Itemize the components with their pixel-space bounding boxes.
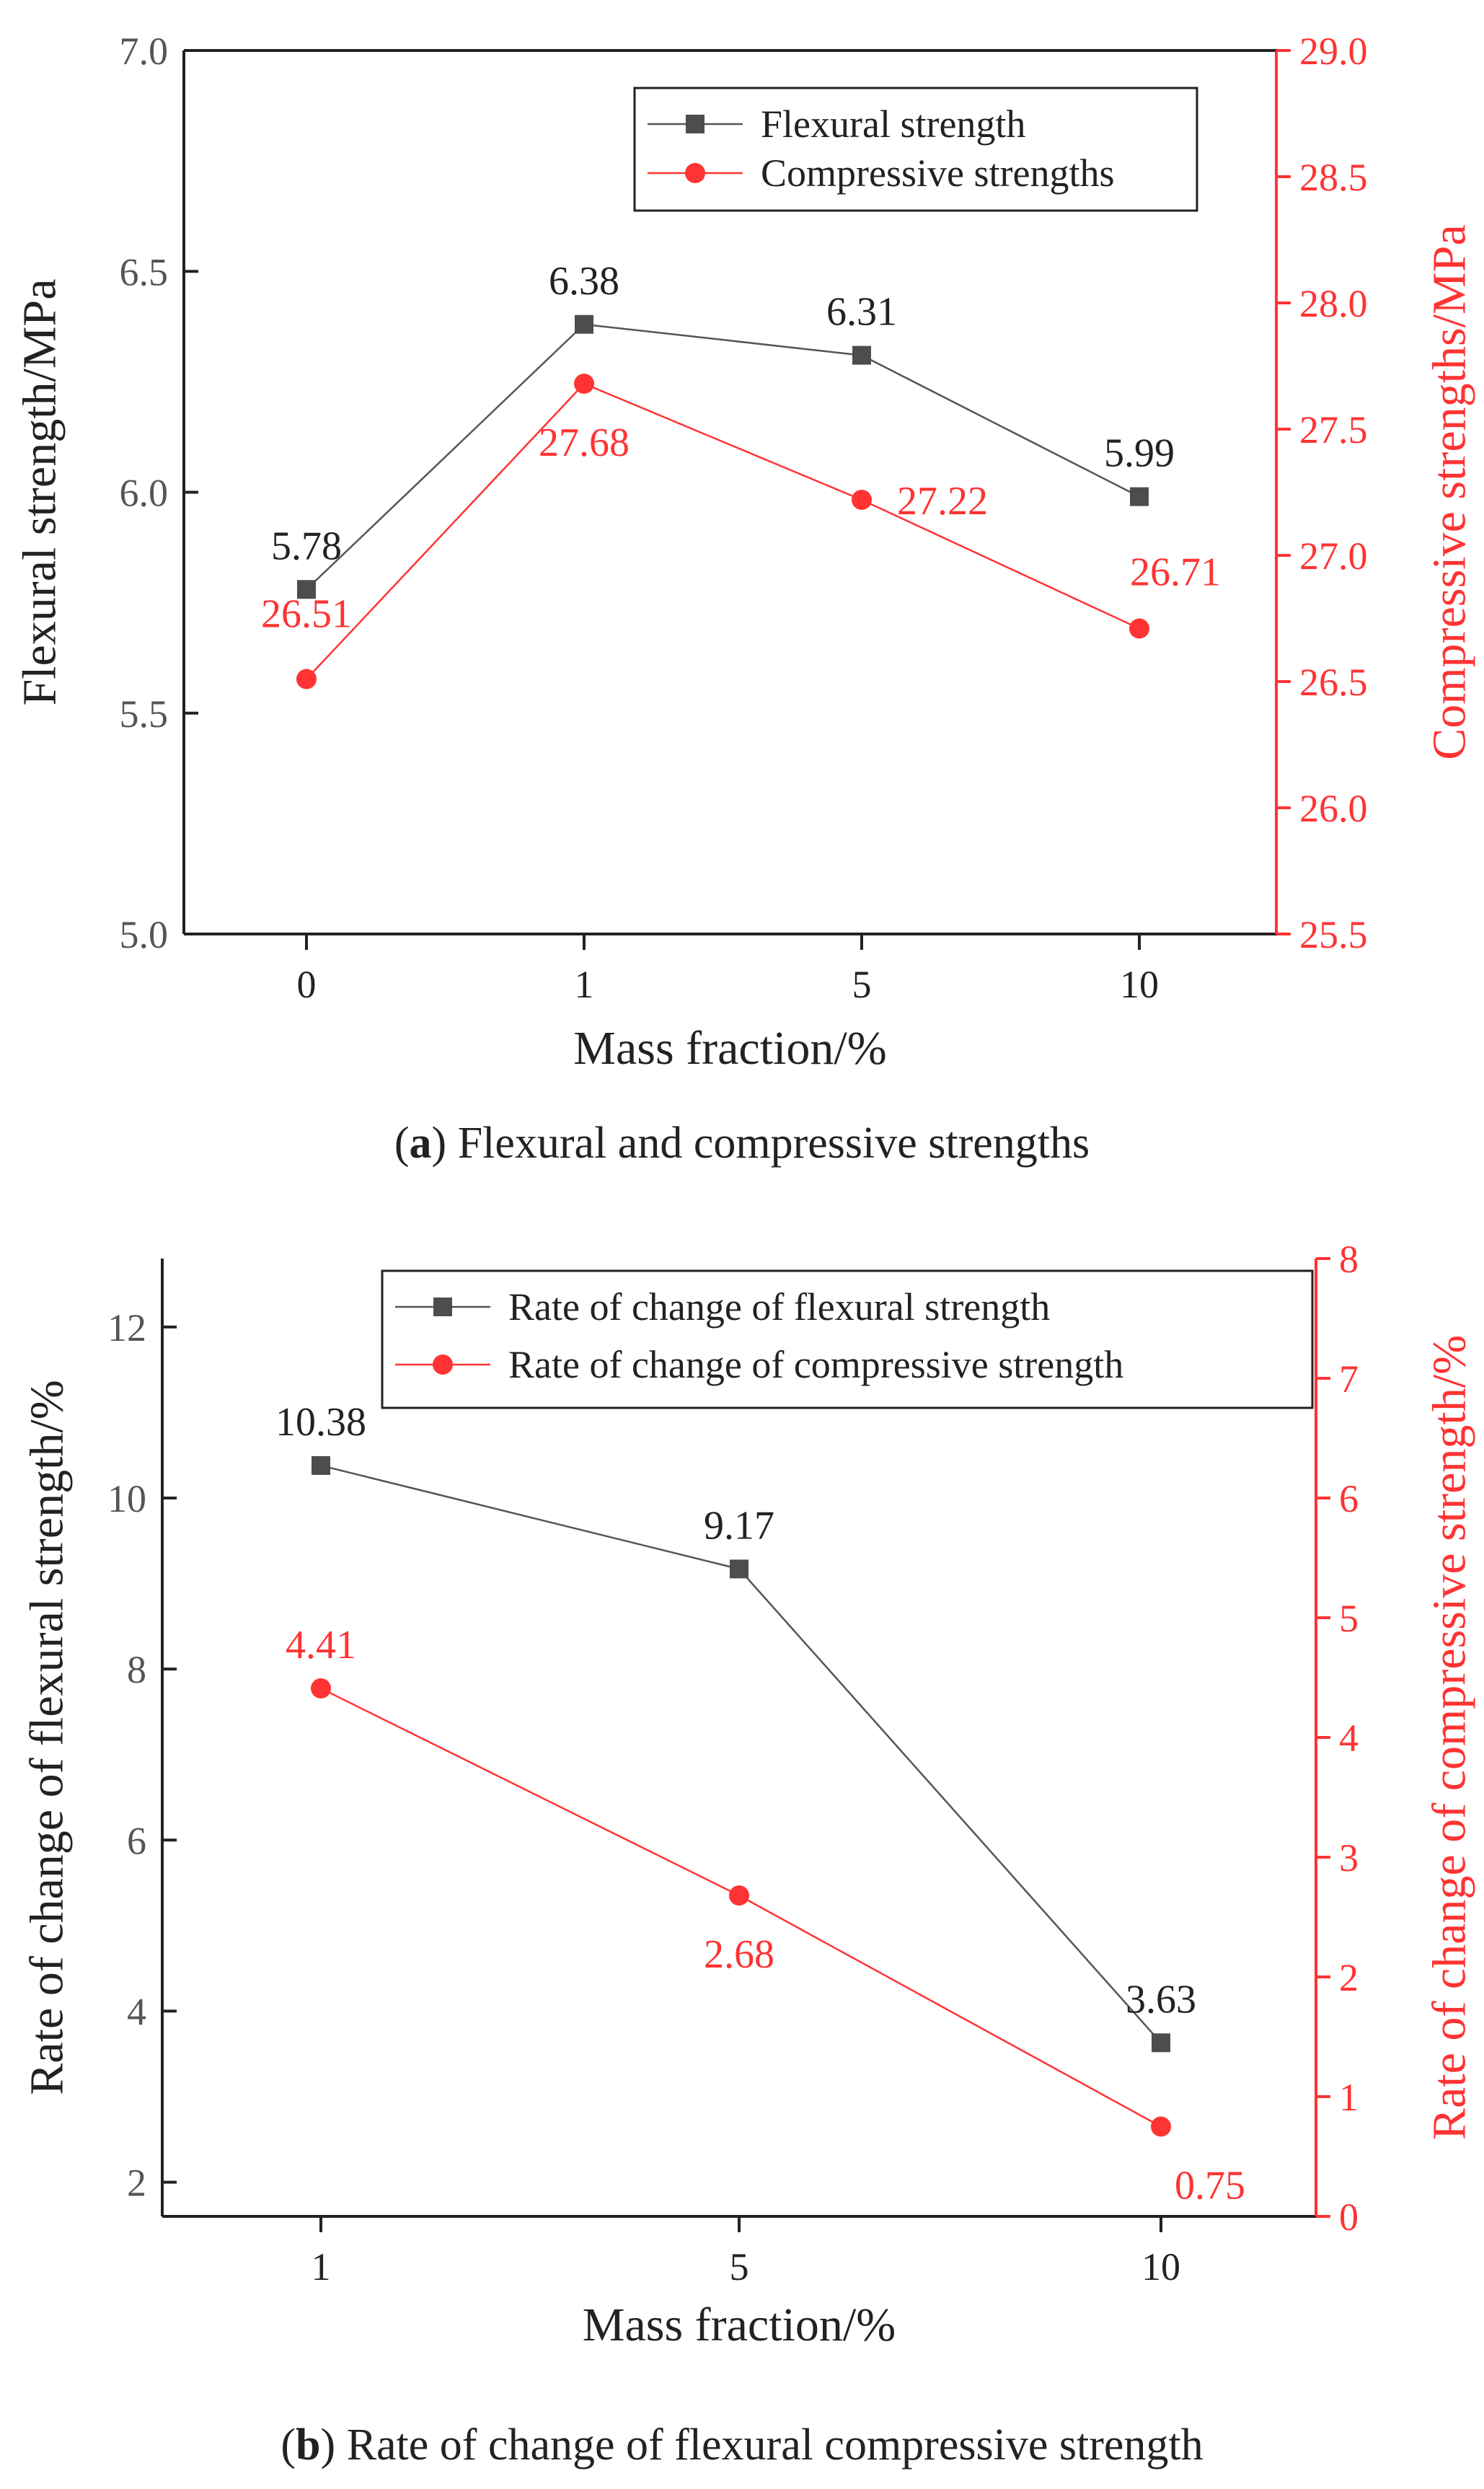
chart-b-series-2-data-label: 0.75 <box>1175 2164 1245 2208</box>
chart-a-legend-circle-marker <box>685 163 705 183</box>
chart-b-series-1-data-label: 10.38 <box>275 1400 366 1445</box>
chart-a-series-2-point <box>574 374 594 394</box>
chart-a-right-tick-label: 28.0 <box>1299 282 1368 325</box>
chart-a-series-1-data-label: 6.31 <box>826 290 897 335</box>
chart-b-series-1-point <box>1152 2033 1170 2053</box>
chart-a-right-tick-label: 27.0 <box>1299 534 1368 578</box>
chart-b-series-2-data-label: 4.41 <box>286 1623 356 1668</box>
chart-a-series-2-point <box>1129 618 1149 639</box>
chart-b-right-tick-label: 5 <box>1339 1597 1359 1640</box>
chart-a-series-2-point <box>296 669 317 690</box>
chart-a-series-2-data-label: 26.51 <box>261 592 352 637</box>
caption-b-label: b <box>296 2420 321 2470</box>
chart-b-left-tick-label: 12 <box>107 1306 146 1349</box>
chart-b-right-tick-label: 6 <box>1339 1477 1359 1520</box>
chart-b-series-2-point <box>1151 2116 1171 2137</box>
chart-a-series-2-data-label: 27.22 <box>897 479 988 524</box>
chart-a-left-tick-label: 5.0 <box>120 913 169 956</box>
chart-a-right-tick-label: 26.5 <box>1299 661 1368 704</box>
chart-a-x-tick-label: 1 <box>575 963 594 1006</box>
caption-a: (a) Flexural and compressive strengths <box>394 1119 1090 1168</box>
caption-a-label: a <box>409 1119 432 1168</box>
chart-a-left-tick-label: 6.5 <box>120 250 169 294</box>
chart-a-series-2-line <box>306 382 1140 680</box>
chart-a-legend-label: Flexural strength <box>761 102 1025 146</box>
chart-b-right-tick-label: 4 <box>1339 1717 1359 1760</box>
chart-b-y-axis-title: Rate of change of flexural strength/% <box>21 1380 74 2094</box>
chart-a-right-tick-label: 27.5 <box>1299 408 1368 451</box>
chart-a-series-1-line <box>306 323 1140 591</box>
chart-a-y2-axis-title: Compressive strengths/MPa <box>1423 224 1476 759</box>
chart-b-series-2-point <box>729 1885 749 1906</box>
chart-a-right-tick-label: 29.0 <box>1299 30 1368 73</box>
chart-a-series-2-data-label: 26.71 <box>1130 550 1221 595</box>
chart-b-right-tick-label: 0 <box>1339 2195 1359 2239</box>
chart-b-series-1-data-label: 9.17 <box>704 1503 774 1548</box>
chart-a-series-1-data-label: 5.99 <box>1104 431 1175 476</box>
chart-b-series-1-point <box>312 1455 330 1475</box>
chart-b-legend-circle-marker <box>433 1354 453 1375</box>
chart-a-x-tick-label: 10 <box>1120 963 1159 1006</box>
chart-b-series-2-point <box>311 1678 331 1699</box>
chart-b-left-tick-label: 2 <box>127 2162 146 2205</box>
chart-b-right-tick-label: 1 <box>1339 2076 1359 2119</box>
chart-a-legend-box <box>633 87 1198 212</box>
chart-b-series-2-data-label: 2.68 <box>704 1932 774 1977</box>
chart-b-legend-label: Rate of change of compressive strength <box>508 1343 1123 1386</box>
chart-b-x-tick-label: 5 <box>730 2245 749 2288</box>
chart-a-x-tick-label: 0 <box>297 963 317 1006</box>
chart-a-right-tick-label: 25.5 <box>1299 913 1368 956</box>
chart-b-series-2-line <box>320 1687 1162 2128</box>
caption-b-text: Rate of change of flexural compressive s… <box>346 2420 1203 2470</box>
chart-b-series-1-data-label: 3.63 <box>1126 1977 1196 2022</box>
chart-a-left-tick-label: 7.0 <box>120 30 169 73</box>
chart-a-series-1-data-label: 6.38 <box>549 259 619 304</box>
chart-a-legend-square-marker <box>686 115 705 133</box>
chart-b-right-tick-label: 2 <box>1339 1956 1359 1999</box>
chart-b-right-tick-label: 3 <box>1339 1836 1359 1880</box>
chart-b-left-tick-label: 8 <box>127 1648 146 1691</box>
chart-a-right-tick-label: 28.5 <box>1299 156 1368 199</box>
chart-a-series-1-point <box>852 345 871 365</box>
chart-b-left-tick-label: 10 <box>107 1477 146 1520</box>
caption-a-text: Flexural and compressive strengths <box>457 1119 1090 1168</box>
chart-a-series-1-point <box>297 580 316 599</box>
caption-b: (b) Rate of change of flexural compressi… <box>281 2420 1203 2470</box>
chart-a-series-2-data-label: 27.68 <box>539 420 630 465</box>
chart-b-legend-square-marker <box>433 1298 452 1316</box>
chart-a-right-tick-label: 26.0 <box>1299 787 1368 830</box>
chart-a-legend-label: Compressive strengths <box>761 151 1114 195</box>
chart-a-x-tick-label: 5 <box>852 963 872 1006</box>
chart-b-legend-label: Rate of change of flexural strength <box>508 1285 1050 1329</box>
chart-b-left-tick-label: 4 <box>127 1990 146 2033</box>
chart-b-right-tick-label: 7 <box>1339 1357 1359 1401</box>
chart-b-y2-axis-title: Rate of change of compressive strength/% <box>1423 1335 1476 2140</box>
chart-b-x-tick-label: 10 <box>1141 2245 1180 2288</box>
chart-b-x-tick-label: 1 <box>312 2245 331 2288</box>
chart-a-left-tick-label: 5.5 <box>120 692 169 736</box>
chart-a-x-axis-title: Mass fraction/% <box>573 1022 886 1075</box>
chart-a-series-1-point <box>1130 487 1149 506</box>
chart-a-series-2-point <box>852 490 872 510</box>
chart-b-series-1-point <box>730 1559 748 1579</box>
chart-b-right-tick-label: 8 <box>1339 1238 1359 1281</box>
chart-a-series-1-point <box>575 314 593 334</box>
chart-a-series-1-data-label: 5.78 <box>271 524 342 568</box>
chart-a-y-axis-title: Flexural strength/MPa <box>14 278 66 705</box>
chart-b-left-tick-label: 6 <box>127 1819 146 1862</box>
chart-b-legend-box <box>381 1269 1314 1409</box>
chart-a-left-tick-label: 6.0 <box>120 472 169 515</box>
chart-a-flexural-compressive-strengths: 5.0 5.5 6.0 6.5 7.0 25.5 26.0 26.5 27.0 27.5 28.0 2… <box>14 30 1476 1075</box>
chart-b-x-axis-title: Mass fraction/% <box>583 2299 896 2351</box>
